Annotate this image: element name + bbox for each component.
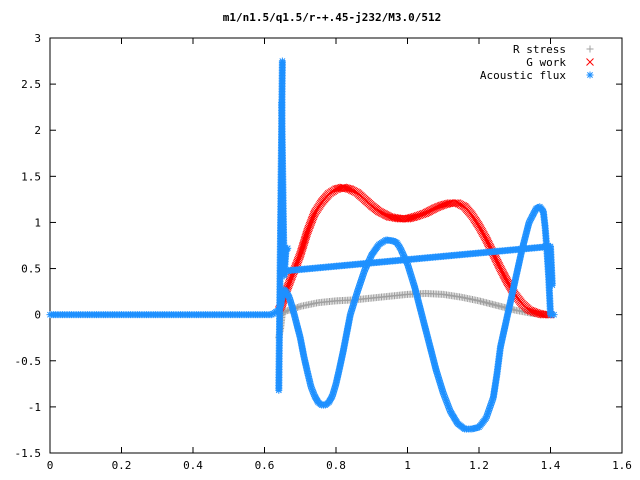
- legend-label: Acoustic flux: [480, 69, 566, 82]
- y-tick-label: -1: [28, 401, 41, 414]
- data-point: [533, 309, 542, 318]
- y-tick-label: -0.5: [15, 355, 42, 368]
- chart-title: m1/n1.5/q1.5/r-+.45-j232/M3.0/512: [223, 11, 442, 24]
- data-point: [343, 184, 352, 193]
- x-tick-label: 0: [47, 459, 54, 472]
- data-point: [390, 213, 399, 222]
- data-marks: [46, 57, 558, 433]
- legend-marker: [586, 71, 594, 79]
- legend-marker: [586, 58, 594, 66]
- data-point: [401, 214, 410, 223]
- x-tick-label: 0.6: [255, 459, 275, 472]
- legend-label: R stress: [513, 43, 566, 56]
- data-point: [407, 213, 416, 222]
- data-point: [530, 308, 539, 317]
- data-point: [284, 244, 292, 252]
- data-point: [342, 184, 350, 192]
- data-point: [409, 213, 418, 222]
- data-point: [439, 201, 448, 209]
- data-point: [442, 200, 450, 209]
- data-point: [340, 183, 349, 192]
- y-tick-label: 1.5: [21, 170, 41, 183]
- x-tick-label: 0.4: [183, 459, 203, 472]
- data-point: [387, 213, 396, 222]
- data-point: [406, 214, 415, 222]
- data-point: [332, 185, 340, 194]
- data-point: [385, 213, 394, 221]
- data-point: [536, 310, 545, 318]
- data-point: [391, 214, 400, 222]
- data-point: [437, 201, 446, 210]
- data-point: [295, 303, 303, 311]
- data-point: [339, 183, 348, 192]
- series-2: [46, 57, 558, 433]
- data-point: [278, 57, 286, 65]
- data-point: [440, 200, 449, 209]
- data-point: [443, 199, 452, 208]
- data-point: [333, 185, 342, 193]
- y-tick-label: 2.5: [21, 78, 41, 91]
- legend-label: G work: [526, 56, 566, 69]
- x-tick-label: 1: [404, 459, 411, 472]
- y-tick-label: 0.5: [21, 263, 41, 276]
- x-tick-label: 1.4: [541, 459, 561, 472]
- y-tick-label: 2: [34, 124, 41, 137]
- data-point: [451, 199, 460, 207]
- x-tick-label: 1.2: [469, 459, 489, 472]
- data-point: [535, 309, 543, 318]
- y-tick-label: -1.5: [15, 447, 42, 460]
- data-point: [550, 311, 558, 319]
- axis-ticks: 0 0.2 0.4 0.6 0.8 1 1.2 1.4 1.6 -1.5 -1 -0.5 0 0.5 1 1.…: [15, 32, 632, 472]
- x-tick-label: 0.8: [326, 459, 346, 472]
- x-tick-label: 1.6: [612, 459, 632, 472]
- y-tick-label: 0: [34, 309, 41, 322]
- data-point: [548, 281, 556, 289]
- legend-marker: [586, 45, 594, 53]
- data-point: [403, 214, 412, 223]
- y-tick-label: 1: [34, 216, 41, 229]
- y-tick-label: 3: [34, 32, 41, 45]
- data-point: [532, 308, 541, 317]
- x-tick-label: 0.2: [112, 459, 132, 472]
- data-point: [405, 214, 413, 223]
- data-point: [388, 213, 397, 222]
